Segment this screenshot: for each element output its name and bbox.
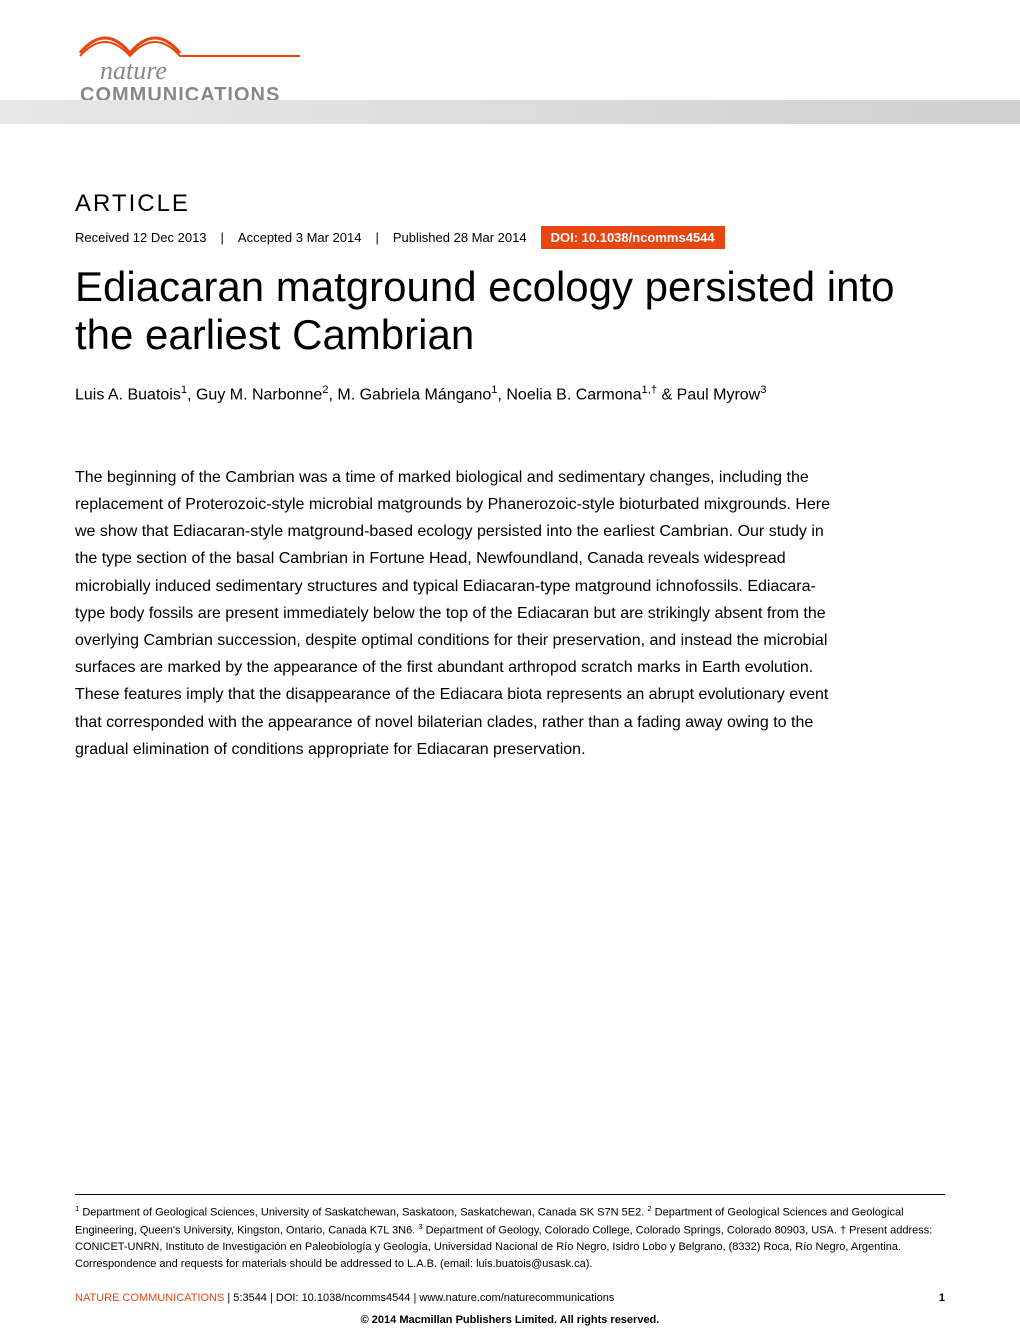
publication-dates: Received 12 Dec 2013 | Accepted 3 Mar 20…: [75, 226, 945, 249]
header-gradient-bar: [0, 100, 1020, 124]
footer-citation-row: NATURE COMMUNICATIONS | 5:3544 | DOI: 10…: [0, 1292, 1020, 1304]
article-content: ARTICLE Received 12 Dec 2013 | Accepted …: [75, 190, 945, 763]
date-separator: |: [376, 230, 379, 245]
page-footer: 1 Department of Geological Sciences, Uni…: [0, 1194, 1020, 1340]
page-number: 1: [939, 1292, 945, 1304]
received-date: Received 12 Dec 2013: [75, 230, 207, 245]
footer-citation: NATURE COMMUNICATIONS | 5:3544 | DOI: 10…: [75, 1292, 614, 1304]
accepted-date: Accepted 3 Mar 2014: [238, 230, 362, 245]
date-separator: |: [221, 230, 224, 245]
journal-logo: nature COMMUNICATIONS: [75, 18, 315, 98]
doi-badge[interactable]: DOI: 10.1038/ncomms4544: [541, 226, 725, 249]
abstract-text: The beginning of the Cambrian was a time…: [75, 464, 845, 763]
article-type-label: ARTICLE: [75, 190, 945, 218]
logo-nature-text: nature: [100, 56, 167, 86]
citation-details: | 5:3544 | DOI: 10.1038/ncomms4544 | www…: [224, 1292, 614, 1304]
author-list: Luis A. Buatois1, Guy M. Narbonne2, M. G…: [75, 384, 945, 404]
journal-name: NATURE COMMUNICATIONS: [75, 1292, 224, 1304]
footer-divider: [75, 1194, 945, 1195]
copyright-notice: © 2014 Macmillan Publishers Limited. All…: [0, 1314, 1020, 1340]
published-date: Published 28 Mar 2014: [393, 230, 527, 245]
author-affiliations: 1 Department of Geological Sciences, Uni…: [0, 1203, 1020, 1272]
article-title: Ediacaran matground ecology persisted in…: [75, 263, 945, 360]
